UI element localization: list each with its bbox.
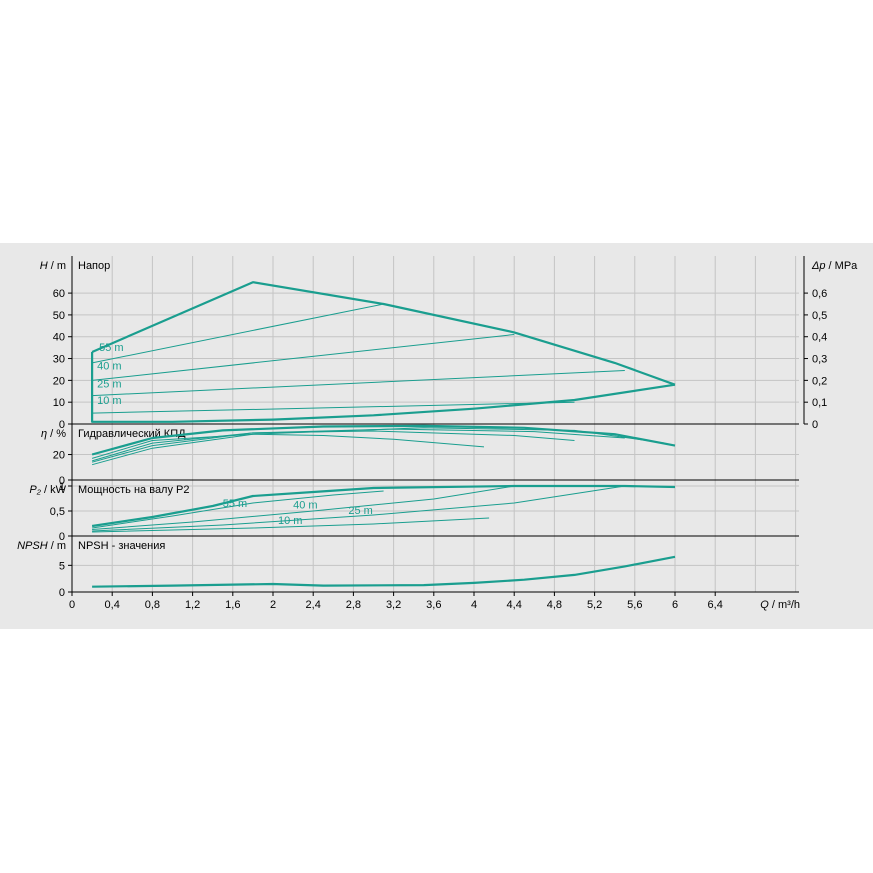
right-tick-label: 0,5 (812, 310, 827, 322)
right-axis-label: Δp / MPa (811, 260, 858, 272)
x-tick-label: 1,2 (185, 599, 200, 611)
right-tick-label: 0,3 (812, 354, 827, 366)
y-tick-label: 5 (59, 560, 65, 572)
y-tick-label: 0 (59, 475, 65, 487)
series-line-power-55m (92, 490, 384, 529)
y-tick-label: 40 (53, 332, 65, 344)
curve-label: 40 m (293, 500, 317, 512)
series-line-efficiency-envelope (91, 424, 676, 456)
y-tick-label: 0,5 (50, 506, 65, 518)
curve-label: 10 m (278, 515, 302, 527)
y-tick-label: 60 (53, 288, 65, 300)
right-tick-label: 0,1 (812, 397, 827, 409)
y-axis-label: NPSH / m (17, 540, 66, 552)
y-tick-label: 0 (59, 531, 65, 543)
x-tick-label: 2,4 (306, 599, 321, 611)
curve-label: 40 m (97, 360, 121, 372)
curve-label: 25 m (348, 505, 372, 517)
y-tick-label: 20 (53, 375, 65, 387)
x-tick-label: 3,2 (386, 599, 401, 611)
x-tick-label: 0,4 (105, 599, 120, 611)
x-tick-label: 2,8 (346, 599, 361, 611)
y-tick-label: 20 (53, 450, 65, 462)
right-tick-label: 0 (812, 419, 818, 431)
series-line-power-40m (92, 485, 515, 530)
y-tick-label: 0 (59, 419, 65, 431)
x-tick-label: 4,4 (507, 599, 522, 611)
y-axis-label: H / m (40, 260, 66, 272)
y-tick-label: 0 (59, 587, 65, 599)
series-line-head-25m (92, 370, 625, 397)
y-axis-label: η / % (41, 428, 66, 440)
x-tick-label: 5,2 (587, 599, 602, 611)
series-line-head-envelope (91, 281, 676, 386)
series-line-power-10m (92, 517, 490, 533)
panel-title: Напор (78, 260, 110, 272)
series-line-power-envelope (91, 484, 676, 528)
x-tick-label: 6,4 (708, 599, 723, 611)
panel-title: Гидравлический КПД (78, 428, 186, 440)
x-tick-label: 0,8 (145, 599, 160, 611)
x-tick-label: 4 (471, 599, 477, 611)
series-line-head-10m (92, 401, 575, 414)
y-axis-label: P₂ / kW (29, 484, 66, 496)
chart-panel: 0 10 20 30 40 50 60 Напор H / m 0 0,1 0,2 0,3 0,4 0,5 0… (0, 243, 873, 629)
y-tick-label: 30 (53, 354, 65, 366)
x-tick-label: 5,6 (627, 599, 642, 611)
series-line-efficiency-25m (91, 428, 625, 463)
x-tick-label: 0 (69, 599, 75, 611)
series-line-efficiency-55m (91, 433, 485, 459)
curve-label: 55 m (99, 342, 123, 354)
curve-label: 25 m (97, 378, 121, 390)
right-tick-label: 0,6 (812, 288, 827, 300)
series-line-npsh-npsh (92, 555, 676, 588)
right-tick-label: 0,4 (812, 332, 827, 344)
panel-title: Мощность на валу P2 (78, 484, 190, 496)
curve-label: 10 m (97, 395, 121, 407)
x-tick-label: 3,6 (426, 599, 441, 611)
y-tick-label: 10 (53, 397, 65, 409)
series-line-head-40m (92, 334, 515, 381)
series-line-efficiency-10m (91, 427, 666, 466)
x-tick-label: 1,6 (225, 599, 240, 611)
y-tick-label: 50 (53, 310, 65, 322)
series-line-head-min (91, 352, 676, 423)
curve-label: 55 m (223, 498, 247, 510)
y-tick-label: 1 (59, 481, 65, 493)
series-line-head-55m (92, 303, 384, 364)
x-tick-label: 4,8 (547, 599, 562, 611)
right-tick-label: 0,2 (812, 375, 827, 387)
x-tick-label: 2 (270, 599, 276, 611)
x-axis-label: Q / m³/h (760, 599, 800, 611)
x-tick-label: 6 (672, 599, 678, 611)
series-line-power-25m (92, 485, 625, 532)
panel-title: NPSH - значения (78, 540, 165, 552)
